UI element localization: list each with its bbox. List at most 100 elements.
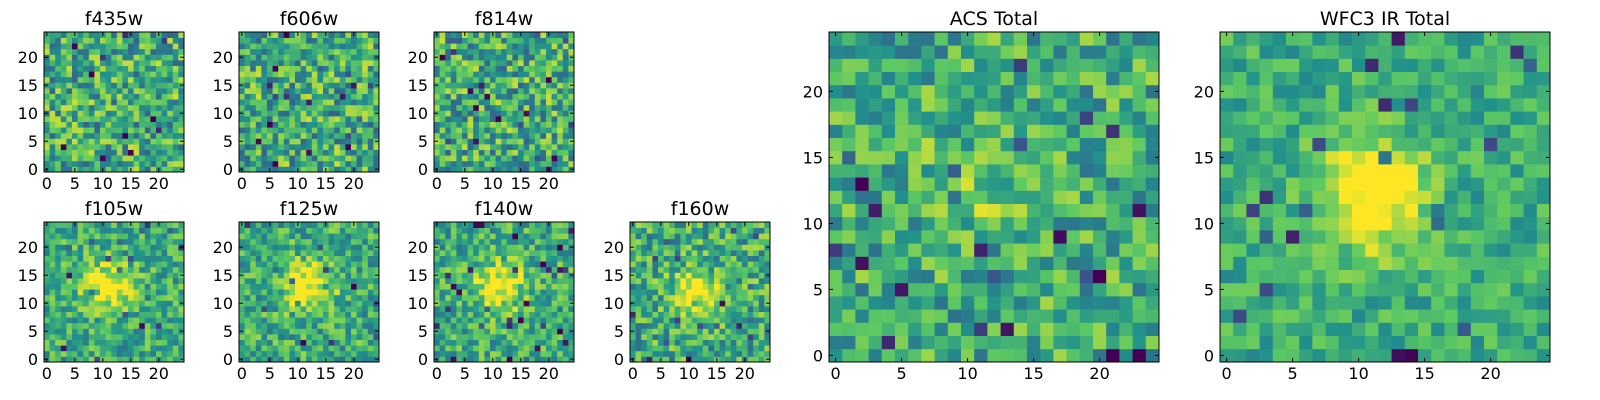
heatmap-cell	[1066, 282, 1081, 297]
heatmap-cell	[255, 283, 262, 290]
heatmap-cell	[462, 37, 468, 44]
heatmap-cell	[83, 144, 90, 150]
heatmap-cell	[742, 227, 748, 234]
heatmap-cell	[111, 261, 118, 268]
heatmap-cell	[1106, 335, 1120, 350]
heatmap-cell	[339, 43, 346, 50]
heatmap-cell	[111, 160, 118, 167]
heatmap-cell	[105, 82, 112, 89]
heatmap-cell	[300, 99, 307, 106]
heatmap-cell	[490, 82, 496, 89]
heatmap-cell	[534, 99, 541, 106]
heatmap-cell	[641, 283, 648, 290]
heatmap-cell	[72, 345, 78, 352]
y-tick-label: 20	[213, 48, 233, 67]
heatmap-cell	[128, 311, 134, 318]
heatmap-cell	[934, 282, 949, 297]
heatmap-cell	[1066, 309, 1081, 323]
heatmap-cell	[546, 283, 552, 290]
heatmap-cell	[523, 166, 530, 173]
heatmap-cell	[518, 132, 524, 139]
heatmap-cell	[495, 322, 502, 329]
heatmap-cell	[562, 345, 569, 352]
heatmap-cell	[478, 104, 485, 111]
heatmap-cell	[94, 99, 101, 106]
heatmap-cell	[139, 283, 146, 290]
heatmap-cell	[306, 294, 313, 301]
heatmap-cell	[122, 48, 129, 55]
heatmap-cell	[434, 71, 440, 78]
heatmap-cell	[250, 127, 257, 134]
heatmap-cell	[708, 350, 715, 357]
heatmap-cell	[1040, 256, 1054, 270]
heatmap-cell	[529, 60, 536, 66]
x-tick-label: 15	[511, 364, 531, 383]
heatmap-cell	[747, 306, 754, 312]
heatmap-cell	[328, 233, 335, 240]
heatmap-cell	[725, 272, 732, 279]
heatmap-cell	[100, 283, 106, 290]
heatmap-cell	[568, 250, 575, 256]
heatmap-cell	[484, 32, 491, 38]
heatmap-cell	[523, 272, 530, 279]
heatmap-cell	[1132, 335, 1147, 350]
heatmap-cell	[551, 93, 558, 100]
heatmap-cell	[351, 65, 357, 72]
heatmap-cell	[1013, 177, 1028, 191]
heatmap-cell	[72, 350, 78, 357]
heatmap-cell	[167, 43, 174, 50]
heatmap-cell	[306, 82, 313, 89]
heatmap-cell	[456, 278, 463, 284]
heatmap-cell	[94, 356, 101, 363]
heatmap-cell	[674, 250, 681, 256]
heatmap-cell	[323, 138, 329, 145]
heatmap-cell	[144, 82, 151, 89]
heatmap-cell	[55, 356, 62, 363]
heatmap-cell	[362, 37, 369, 44]
heatmap-cell	[161, 339, 168, 346]
heatmap-cell	[1145, 230, 1160, 244]
y-tick-label: 5	[223, 132, 233, 151]
heatmap-cell	[306, 339, 313, 346]
heatmap-cell	[345, 356, 352, 363]
heatmap-cell	[934, 309, 949, 323]
panel-title: f105w	[85, 198, 144, 220]
heatmap-cell	[546, 160, 552, 167]
heatmap-cell	[278, 48, 285, 55]
heatmap-cell	[167, 48, 174, 55]
heatmap-cell	[652, 255, 659, 262]
heatmap-cell	[490, 250, 496, 256]
heatmap-cell	[83, 166, 90, 173]
heatmap-cell	[456, 93, 463, 100]
heatmap-cell	[546, 322, 552, 329]
heatmap-cell	[635, 261, 642, 268]
heatmap-cell	[730, 272, 737, 279]
heatmap-cell	[178, 227, 185, 234]
heatmap-cell	[88, 322, 95, 329]
heatmap-cell	[658, 328, 664, 335]
heatmap-cell	[663, 238, 670, 245]
heatmap-cell	[351, 76, 357, 83]
heatmap-cell	[88, 127, 95, 134]
heatmap-cell	[467, 160, 474, 167]
heatmap-cell	[261, 144, 268, 150]
heatmap-cell	[356, 278, 363, 284]
x-tick-label: 5	[460, 174, 470, 193]
heatmap-cell	[283, 356, 290, 363]
heatmap-cell	[178, 350, 185, 357]
heatmap-cell	[367, 222, 374, 228]
heatmap-cell	[66, 317, 73, 324]
heatmap-cell	[100, 60, 106, 66]
heatmap-cell	[139, 155, 146, 162]
heatmap-cell	[551, 345, 558, 352]
heatmap-cell	[55, 238, 62, 245]
heatmap-cell	[272, 88, 279, 94]
heatmap-cell	[445, 43, 452, 50]
heatmap-cell	[551, 82, 558, 89]
heatmap-cell	[139, 311, 146, 318]
heatmap-cell	[255, 345, 262, 352]
heatmap-cell	[630, 261, 636, 268]
heatmap-cell	[116, 272, 123, 279]
heatmap-cell	[94, 132, 101, 139]
heatmap-cell	[1119, 309, 1133, 323]
